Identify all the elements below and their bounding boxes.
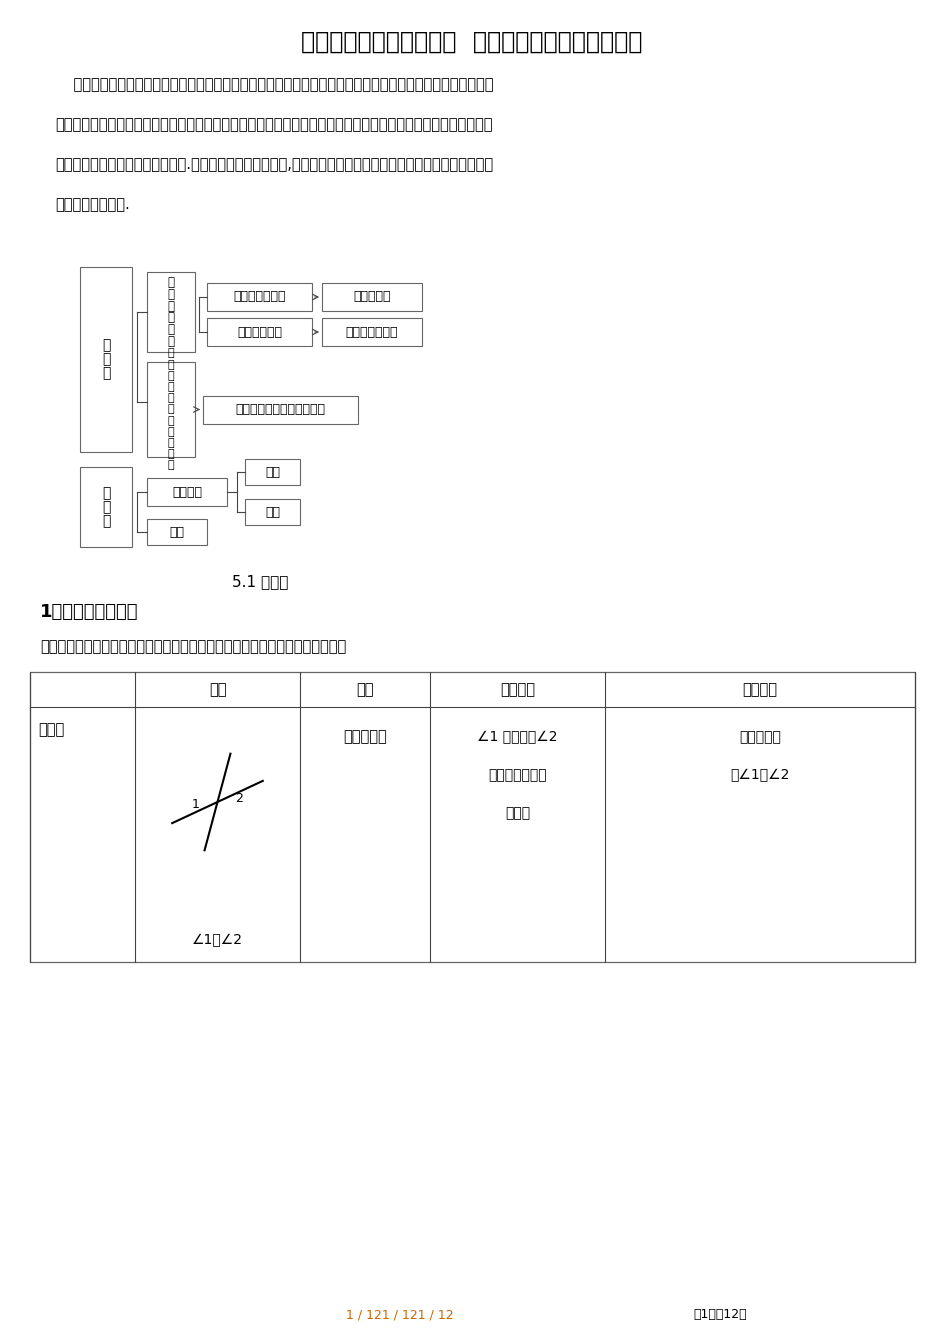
Text: 及这些的组织运用.: 及这些的组织运用.: [55, 198, 129, 213]
Bar: [322, 283, 422, 312]
Text: 两: 两: [167, 349, 174, 358]
Text: 线: 线: [167, 416, 174, 425]
Bar: [147, 362, 194, 457]
Bar: [207, 283, 312, 312]
Text: 直: 直: [167, 405, 174, 414]
Text: 条: 条: [167, 382, 174, 392]
Text: 5.1 相交线: 5.1 相交线: [231, 575, 288, 590]
Text: 即∠1＝∠2: 即∠1＝∠2: [730, 767, 789, 782]
Text: 邻补角、对顶角: 邻补角、对顶角: [233, 290, 285, 303]
Text: 顶点: 顶点: [356, 682, 374, 697]
Text: 两直线相交所成的四个角中存在几种不同关系的角，它们的概念及性质如下表：: 两直线相交所成的四个角中存在几种不同关系的角，它们的概念及性质如下表：: [40, 639, 346, 655]
Text: 本章使学生了解在平面内不重合的两条直线相交与平行的两种位置关系，研究了两条直线相交时的形成的角的: 本章使学生了解在平面内不重合的两条直线相交与平行的两种位置关系，研究了两条直线相…: [55, 78, 493, 92]
Bar: [322, 318, 422, 346]
Text: 大小关系: 大小关系: [742, 682, 777, 697]
Text: 线: 线: [102, 366, 110, 381]
Text: 2: 2: [235, 793, 244, 805]
Text: 直: 直: [167, 393, 174, 404]
Text: 条: 条: [167, 370, 174, 381]
Text: 直: 直: [167, 312, 175, 325]
Text: 平移: 平移: [169, 525, 184, 539]
Text: 1、邻补角与对顶角: 1、邻补角与对顶角: [40, 603, 139, 620]
Text: 相: 相: [102, 338, 110, 353]
Text: 线: 线: [102, 513, 110, 528]
Bar: [80, 267, 132, 452]
Text: 的两边互为反向: 的两边互为反向: [488, 767, 547, 782]
Text: 图形: 图形: [209, 682, 226, 697]
Text: 同位角、内错角、同旁内角: 同位角、内错角、同旁内角: [235, 402, 325, 416]
Text: 对顶角相等: 对顶角相等: [353, 290, 390, 303]
Text: 两: 两: [167, 275, 175, 289]
Text: 交: 交: [102, 353, 110, 366]
Text: 条: 条: [167, 299, 175, 313]
Text: 平行公理: 平行公理: [172, 485, 202, 499]
Text: 三: 三: [167, 360, 174, 370]
Text: 边的关系: 边的关系: [499, 682, 534, 697]
Text: 第1页共12页: 第1页共12页: [693, 1309, 746, 1321]
Bar: [147, 479, 227, 505]
Text: 截: 截: [167, 460, 174, 471]
Text: 平: 平: [102, 487, 110, 500]
Text: 所: 所: [167, 449, 174, 460]
Text: 对顶角相等: 对顶角相等: [738, 730, 780, 743]
Text: ∠1 的两边与∠2: ∠1 的两边与∠2: [477, 730, 557, 743]
Text: 垂线及其性质: 垂线及其性质: [237, 325, 281, 338]
Text: 特征，两条直线互相垂直所具有的特性，两条直线平行的长期共存条件和它所有的特征以及有关图形平移变换的性: 特征，两条直线互相垂直所具有的特性，两条直线平行的长期共存条件和它所有的特征以及…: [55, 118, 492, 132]
Text: 延长线: 延长线: [504, 806, 530, 820]
Text: 质，利用平移设计一些优美的图案.。重点：垂线和它的性质,平行线的判定方法和它的性质，平移和它的性质，以: 质，利用平移设计一些优美的图案.。重点：垂线和它的性质,平行线的判定方法和它的性…: [55, 158, 493, 172]
Text: 行: 行: [102, 500, 110, 513]
Text: 线: 线: [167, 427, 174, 437]
Text: 判定: 判定: [264, 465, 279, 479]
Text: ∠1与∠2: ∠1与∠2: [192, 933, 243, 947]
Text: 1: 1: [192, 797, 199, 810]
Bar: [80, 467, 132, 547]
Text: 性质: 性质: [264, 505, 279, 519]
Text: 人教版初中数学七年级下  相交线和平行线知识点总结: 人教版初中数学七年级下 相交线和平行线知识点总结: [301, 29, 642, 53]
Text: 相: 相: [167, 287, 175, 301]
Bar: [147, 519, 207, 545]
Text: 1 / 121 / 121 / 12: 1 / 121 / 121 / 12: [346, 1309, 453, 1321]
Bar: [30, 673, 914, 963]
Bar: [207, 318, 312, 346]
Text: 有公共顶点: 有公共顶点: [343, 730, 386, 745]
Text: 交: 交: [167, 336, 175, 348]
Text: 对顶角: 对顶角: [38, 722, 64, 737]
Text: 被: 被: [167, 439, 174, 448]
Text: 线: 线: [167, 324, 175, 337]
Bar: [203, 396, 358, 424]
Bar: [244, 459, 299, 485]
Bar: [244, 499, 299, 525]
Bar: [147, 271, 194, 352]
Text: 点到直线的距离: 点到直线的距离: [346, 325, 397, 338]
